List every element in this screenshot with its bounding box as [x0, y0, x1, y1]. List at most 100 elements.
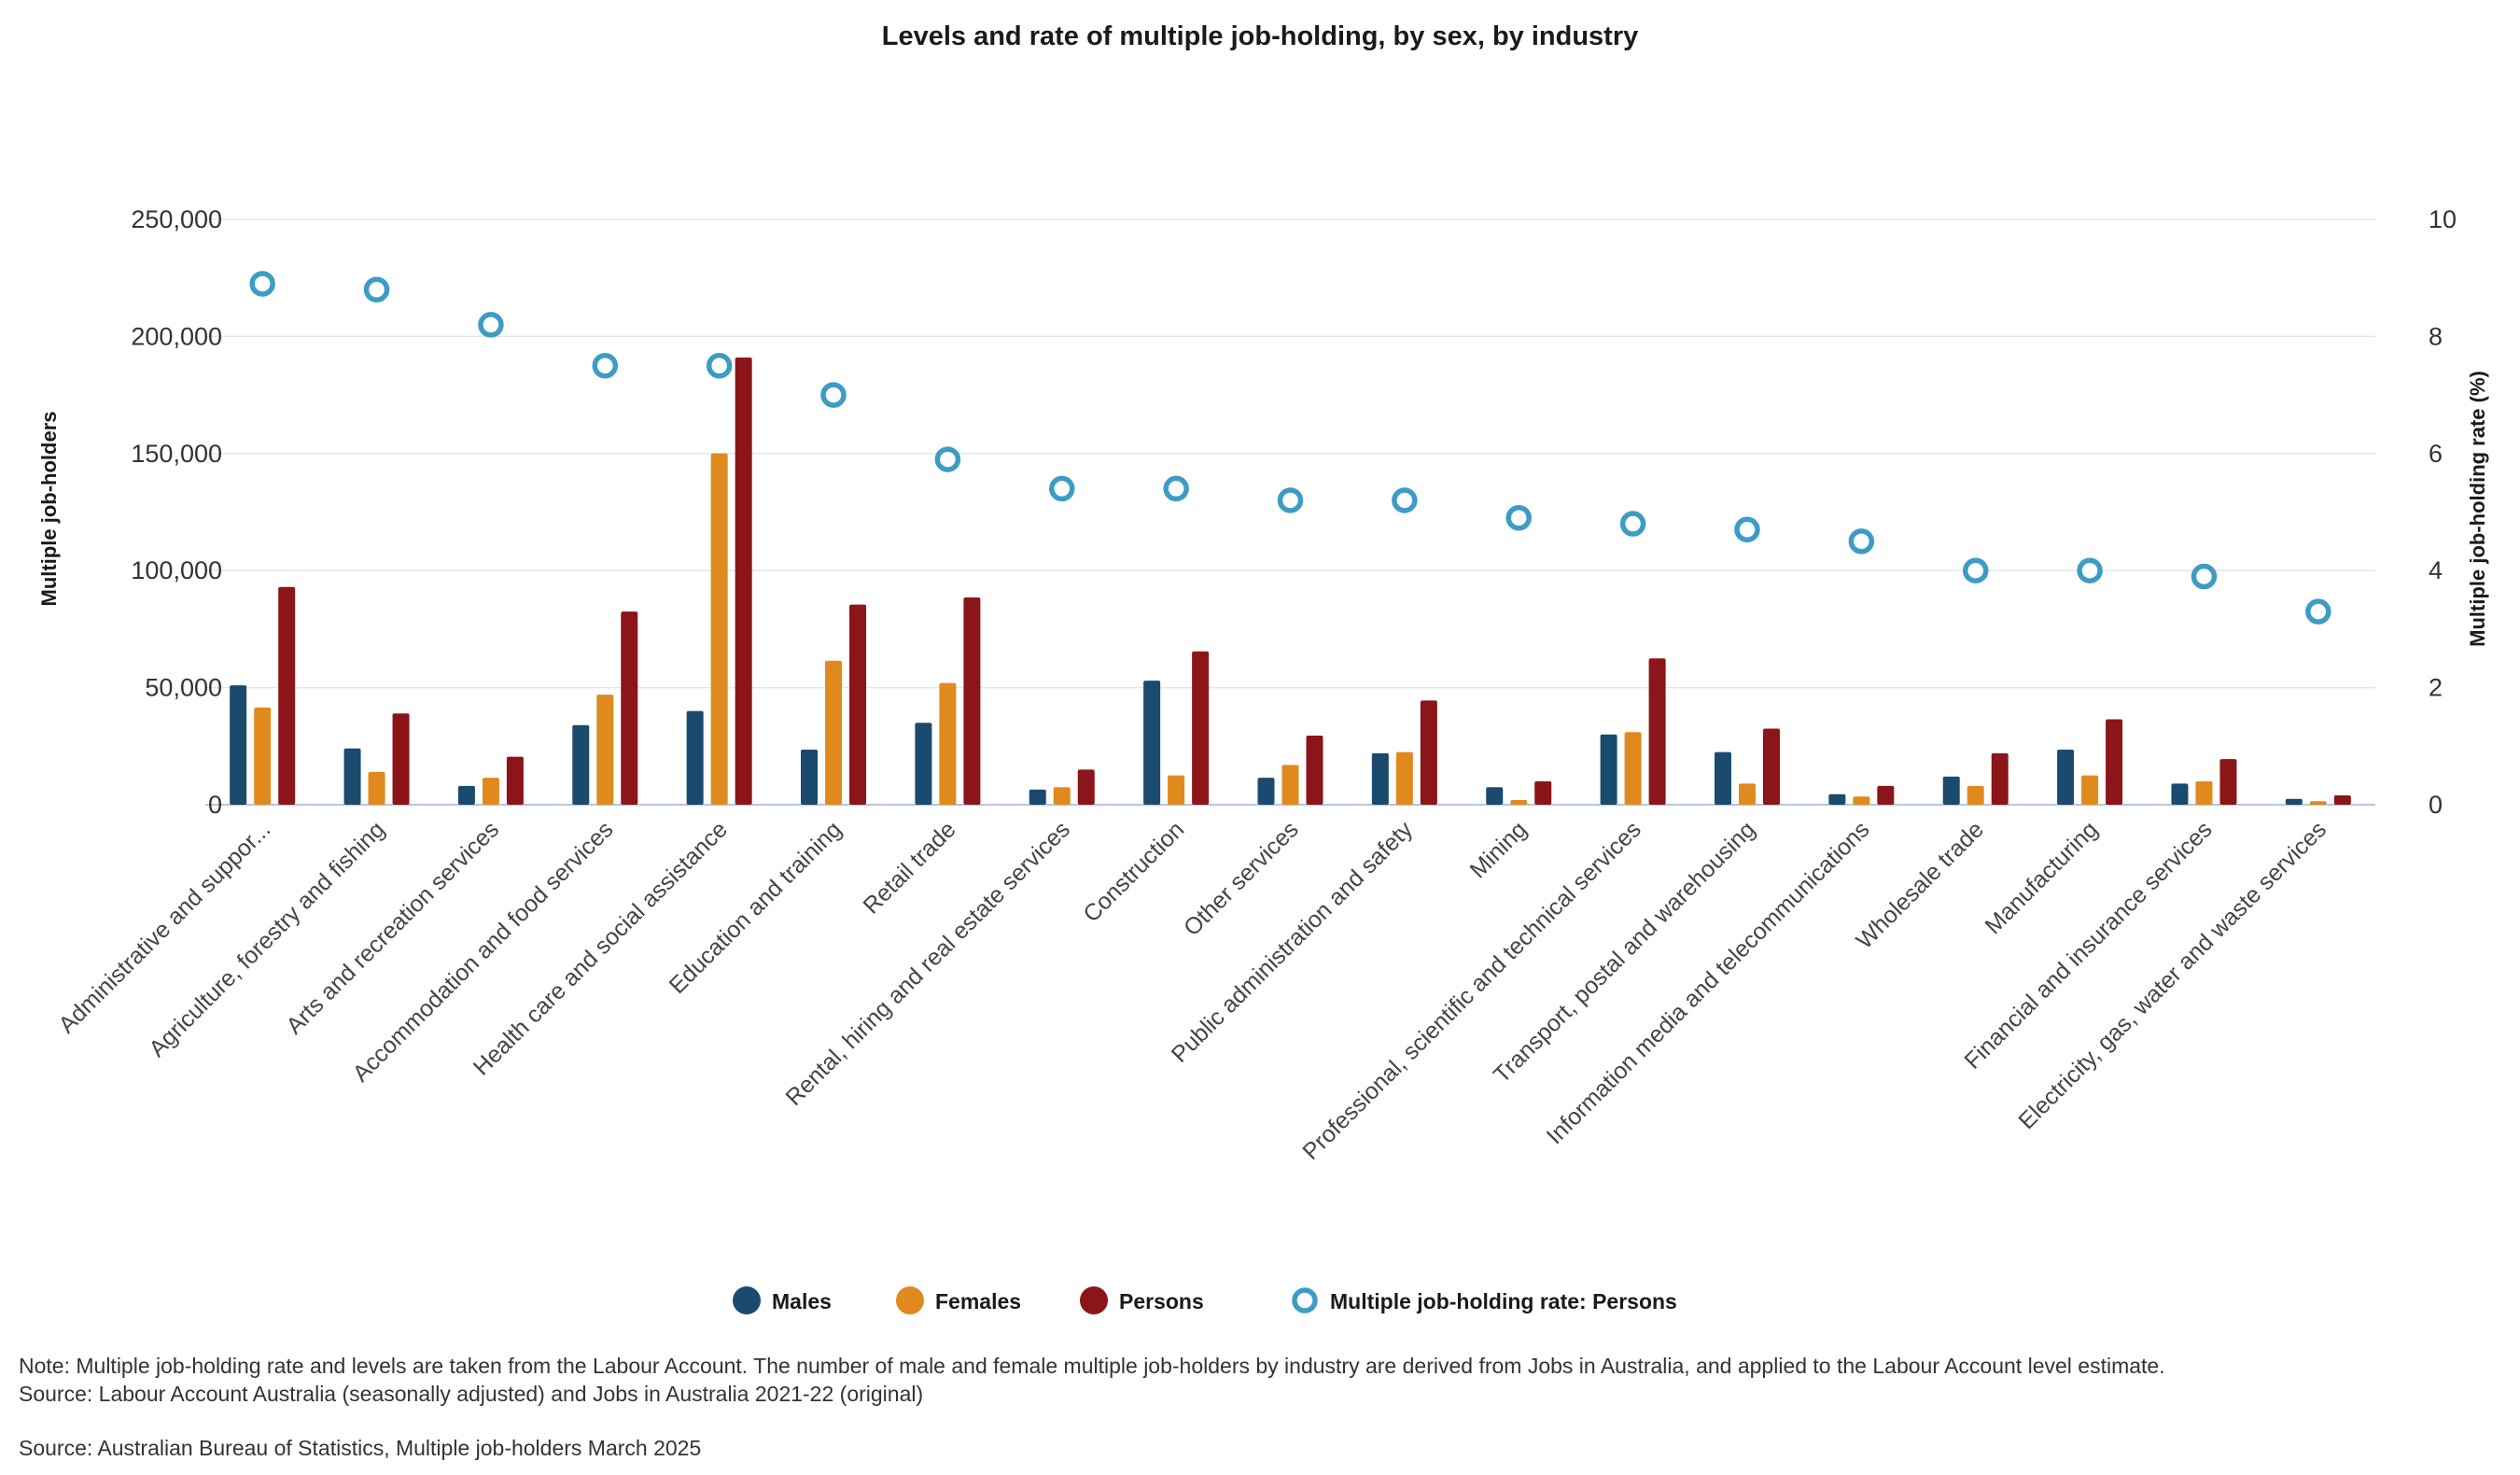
bar-females [2309, 801, 2327, 805]
bar-persons [1648, 658, 1666, 805]
bar-persons [1077, 769, 1095, 805]
bar-males [1143, 681, 1161, 805]
bar-females [1053, 787, 1071, 805]
rate-point [934, 446, 961, 472]
rate-point [706, 353, 733, 379]
bar-persons [1420, 700, 1437, 805]
bars [230, 357, 2351, 805]
bar-persons [2106, 719, 2123, 805]
bar-males [457, 785, 475, 805]
rate-point [1505, 505, 1532, 531]
bar-females [1967, 785, 1984, 805]
bar-males [1371, 752, 1389, 805]
y2-tick-label: 8 [2429, 322, 2443, 350]
category-label: Construction [1078, 816, 1189, 927]
legend-marker-rate [1292, 1287, 1318, 1313]
bar-persons [1762, 728, 1780, 805]
bar-females [596, 695, 614, 805]
y-tick-label: 250,000 [131, 205, 222, 233]
rate-point [2305, 598, 2331, 625]
bar-females [710, 453, 728, 805]
bar-females [368, 771, 385, 805]
rate-point [820, 382, 847, 408]
category-label: Other services [1179, 816, 1304, 941]
bar-persons [2333, 794, 2351, 805]
y-axis-right: 10 8 6 4 2 0 [2429, 205, 2457, 819]
bar-persons [392, 713, 410, 805]
bar-persons [1306, 736, 1323, 805]
y2-tick-label: 2 [2429, 674, 2443, 702]
bar-females [1395, 752, 1413, 805]
bar-males [1029, 789, 1046, 805]
bar-females [254, 707, 272, 805]
bar-males [1942, 776, 1960, 805]
rate-point [2077, 557, 2103, 583]
legend-marker-females [896, 1286, 924, 1314]
rate-point [1392, 487, 1418, 513]
bar-males [801, 750, 819, 805]
bar-persons [621, 611, 638, 805]
rate-point [478, 312, 504, 338]
rate-point [1734, 516, 1760, 543]
y2-tick-label: 6 [2429, 440, 2443, 468]
y-tick-label: 0 [208, 791, 222, 819]
bar-persons [1991, 752, 2009, 805]
y2-axis-title: Multiple job-holding rate (%) [2466, 371, 2489, 647]
y-tick-label: 200,000 [131, 322, 222, 350]
legend-marker-persons [1080, 1286, 1108, 1314]
bar-males [686, 710, 704, 805]
note-text: Note: Multiple job-holding rate and leve… [19, 1354, 2165, 1378]
bar-females [1624, 732, 1642, 805]
bar-persons [278, 586, 296, 805]
bar-males [1257, 778, 1275, 805]
bar-males [343, 748, 361, 805]
legend: Males Females Persons Multiple job-holding … [733, 1286, 1677, 1314]
bar-males [2285, 798, 2303, 805]
rate-point [249, 271, 275, 297]
bar-males [1714, 752, 1731, 805]
category-label: Arts and recreation services [281, 816, 504, 1039]
category-label: Mining [1465, 816, 1533, 883]
bar-persons [1877, 785, 1895, 805]
note-source-text: Source: Labour Account Australia (season… [19, 1382, 924, 1406]
bar-persons [963, 597, 981, 805]
legend-label: Males [772, 1289, 832, 1313]
bar-males [1600, 734, 1617, 805]
category-label: Financial and insurance services [1959, 816, 2217, 1074]
rate-point [1619, 511, 1646, 537]
bar-females [1281, 765, 1299, 805]
bar-persons [506, 756, 524, 805]
rate-point [1163, 475, 1189, 502]
bar-females [939, 682, 957, 805]
bar-females [1168, 775, 1185, 805]
x-axis-labels: Administrative and suppor...Agriculture,… [53, 816, 2331, 1165]
bar-females [1738, 783, 1756, 805]
legend-marker-males [733, 1286, 761, 1314]
bar-females [1853, 796, 1870, 805]
category-label: Manufacturing [1980, 816, 2103, 939]
bar-females [825, 660, 843, 805]
category-label: Retail trade [858, 816, 960, 919]
rate-point [1962, 557, 1989, 583]
y-tick-label: 100,000 [131, 556, 222, 584]
bar-males [915, 723, 932, 805]
y-tick-label: 50,000 [145, 674, 222, 702]
rate-point [1277, 487, 1304, 513]
bar-females [2195, 780, 2213, 805]
bar-males [1828, 794, 1846, 805]
bar-persons [735, 357, 752, 805]
bar-persons [2219, 759, 2237, 805]
y2-tick-label: 0 [2429, 791, 2443, 819]
bar-males [2171, 783, 2189, 805]
rate-point [1049, 475, 1075, 502]
bar-males [1486, 787, 1504, 805]
category-label: Administrative and suppor... [53, 816, 275, 1038]
legend-label: Females [935, 1289, 1021, 1313]
rate-point [1848, 528, 1875, 555]
category-label: Public administration and safety [1167, 816, 1419, 1068]
y2-tick-label: 4 [2429, 556, 2443, 584]
rate-point [2191, 563, 2218, 590]
rate-point [363, 276, 390, 302]
category-label: Agriculture, forestry and fishing [144, 816, 389, 1061]
